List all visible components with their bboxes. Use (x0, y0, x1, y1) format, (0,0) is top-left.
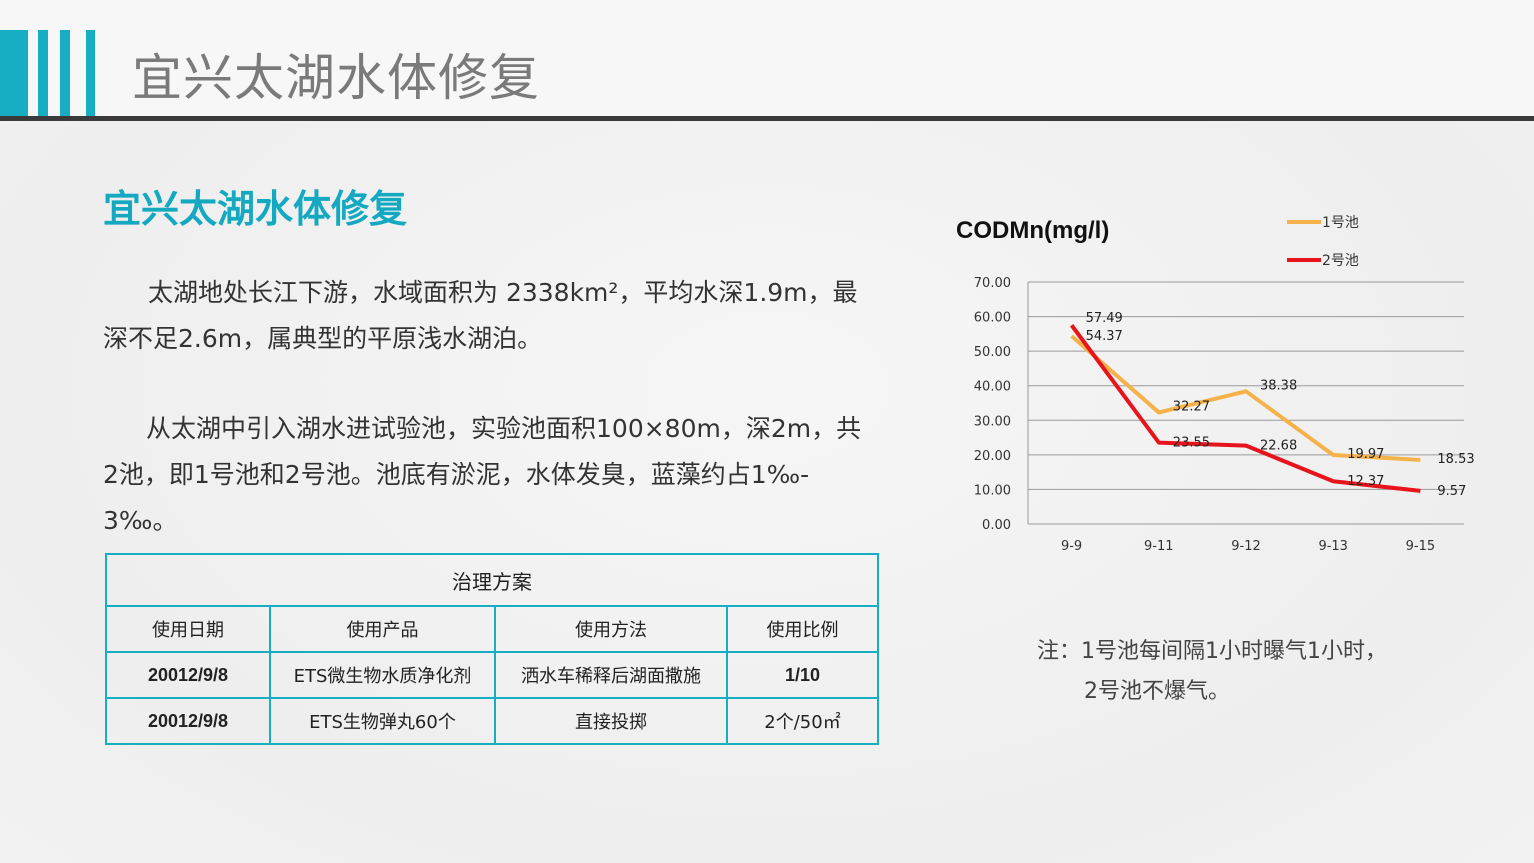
column-header: 使用产品 (269, 605, 496, 653)
data-label: 38.38 (1260, 378, 1297, 393)
series-line-1 (1070, 334, 1421, 462)
text-line: 从太湖中引入湖水进试验池，实验池面积100×80m，深2m，共 (146, 414, 862, 443)
legend-label: 1号池 (1322, 215, 1359, 231)
data-label: 12.37 (1347, 474, 1384, 489)
data-label: 57.49 (1086, 311, 1123, 326)
table-row: 20012/9/8 ETS微生物水质净化剂 洒水车稀释后湖面撒施 1/10 (105, 651, 879, 699)
accent-stripe (38, 30, 48, 116)
data-label: 32.27 (1173, 399, 1210, 414)
table-cell: 1/10 (726, 651, 879, 699)
data-label: 19.97 (1347, 447, 1384, 462)
column-header: 使用方法 (494, 605, 728, 653)
legend-label: 2号池 (1322, 253, 1359, 269)
series-line-2 (1069, 324, 1421, 493)
table-cell: 2个/50㎡ (726, 697, 879, 745)
treatment-table: 治理方案 使用日期 使用产品 使用方法 使用比例 20012/9/8 ETS微生… (105, 553, 879, 745)
paragraph-2: 从太湖中引入湖水进试验池，实验池面积100×80m，深2m，共 2池，即1号池和… (103, 406, 873, 544)
accent-stripe (60, 30, 70, 116)
y-tick-label: 60.00 (974, 311, 1011, 326)
chart-title: CODMn(mg/l) (956, 217, 1109, 244)
page-title: 宜兴太湖水体修复 (132, 49, 540, 107)
y-tick-label: 50.00 (974, 345, 1011, 360)
table-cell: 20012/9/8 (105, 697, 271, 745)
data-label: 18.53 (1437, 452, 1474, 467)
y-tick-label: 10.00 (974, 483, 1011, 498)
text-line: 2池，即1号池和2号池。池底有淤泥，水体发臭，蓝藻约占1‰- (103, 460, 810, 489)
header: 宜兴太湖水体修复 (0, 0, 1534, 118)
x-tick-label: 9-9 (1061, 539, 1082, 554)
y-tick-label: 40.00 (974, 380, 1011, 395)
table-row: 20012/9/8 ETS生物弹丸60个 直接投掷 2个/50㎡ (105, 697, 879, 745)
y-tick-label: 20.00 (974, 449, 1011, 464)
text-line: 太湖地处长江下游，水域面积为 2338km²，平均水深1.9m，最 (148, 278, 858, 307)
table-cell: ETS微生物水质净化剂 (269, 651, 496, 699)
x-tick-label: 9-13 (1318, 539, 1348, 554)
y-tick-label: 0.00 (982, 518, 1011, 533)
chart-note: 注：1号池每间隔1小时曝气1小时， 2号池不爆气。 (1037, 632, 1387, 712)
table-cell: 洒水车稀释后湖面撒施 (494, 651, 728, 699)
data-label: 23.55 (1173, 436, 1210, 451)
column-header: 使用比例 (726, 605, 879, 653)
section-title: 宜兴太湖水体修复 (103, 187, 408, 231)
note-line: 2号池不爆气。 (1084, 679, 1230, 704)
y-tick-label: 30.00 (974, 414, 1011, 429)
table-cell: 20012/9/8 (105, 651, 271, 699)
table-title: 治理方案 (105, 553, 879, 607)
accent-stripe (0, 30, 28, 116)
text-line: 3‰。 (103, 506, 178, 535)
x-tick-label: 9-12 (1231, 539, 1261, 554)
x-tick-label: 9-15 (1406, 539, 1436, 554)
accent-stripe (86, 30, 95, 116)
data-label: 9.57 (1437, 484, 1466, 499)
note-line: 注：1号池每间隔1小时曝气1小时， (1037, 639, 1387, 664)
table-header-row: 使用日期 使用产品 使用方法 使用比例 (105, 605, 879, 653)
header-divider (0, 116, 1534, 121)
column-header: 使用日期 (105, 605, 271, 653)
y-tick-label: 70.00 (974, 276, 1011, 291)
table-cell: 直接投掷 (494, 697, 728, 745)
paragraph-1: 太湖地处长江下游，水域面积为 2338km²，平均水深1.9m，最 深不足2.6… (103, 270, 873, 362)
text-line: 深不足2.6m，属典型的平原浅水湖泊。 (103, 324, 543, 353)
x-tick-label: 9-11 (1144, 539, 1174, 554)
data-label: 54.37 (1086, 329, 1123, 344)
data-label: 22.68 (1260, 439, 1297, 454)
table-cell: ETS生物弹丸60个 (269, 697, 496, 745)
